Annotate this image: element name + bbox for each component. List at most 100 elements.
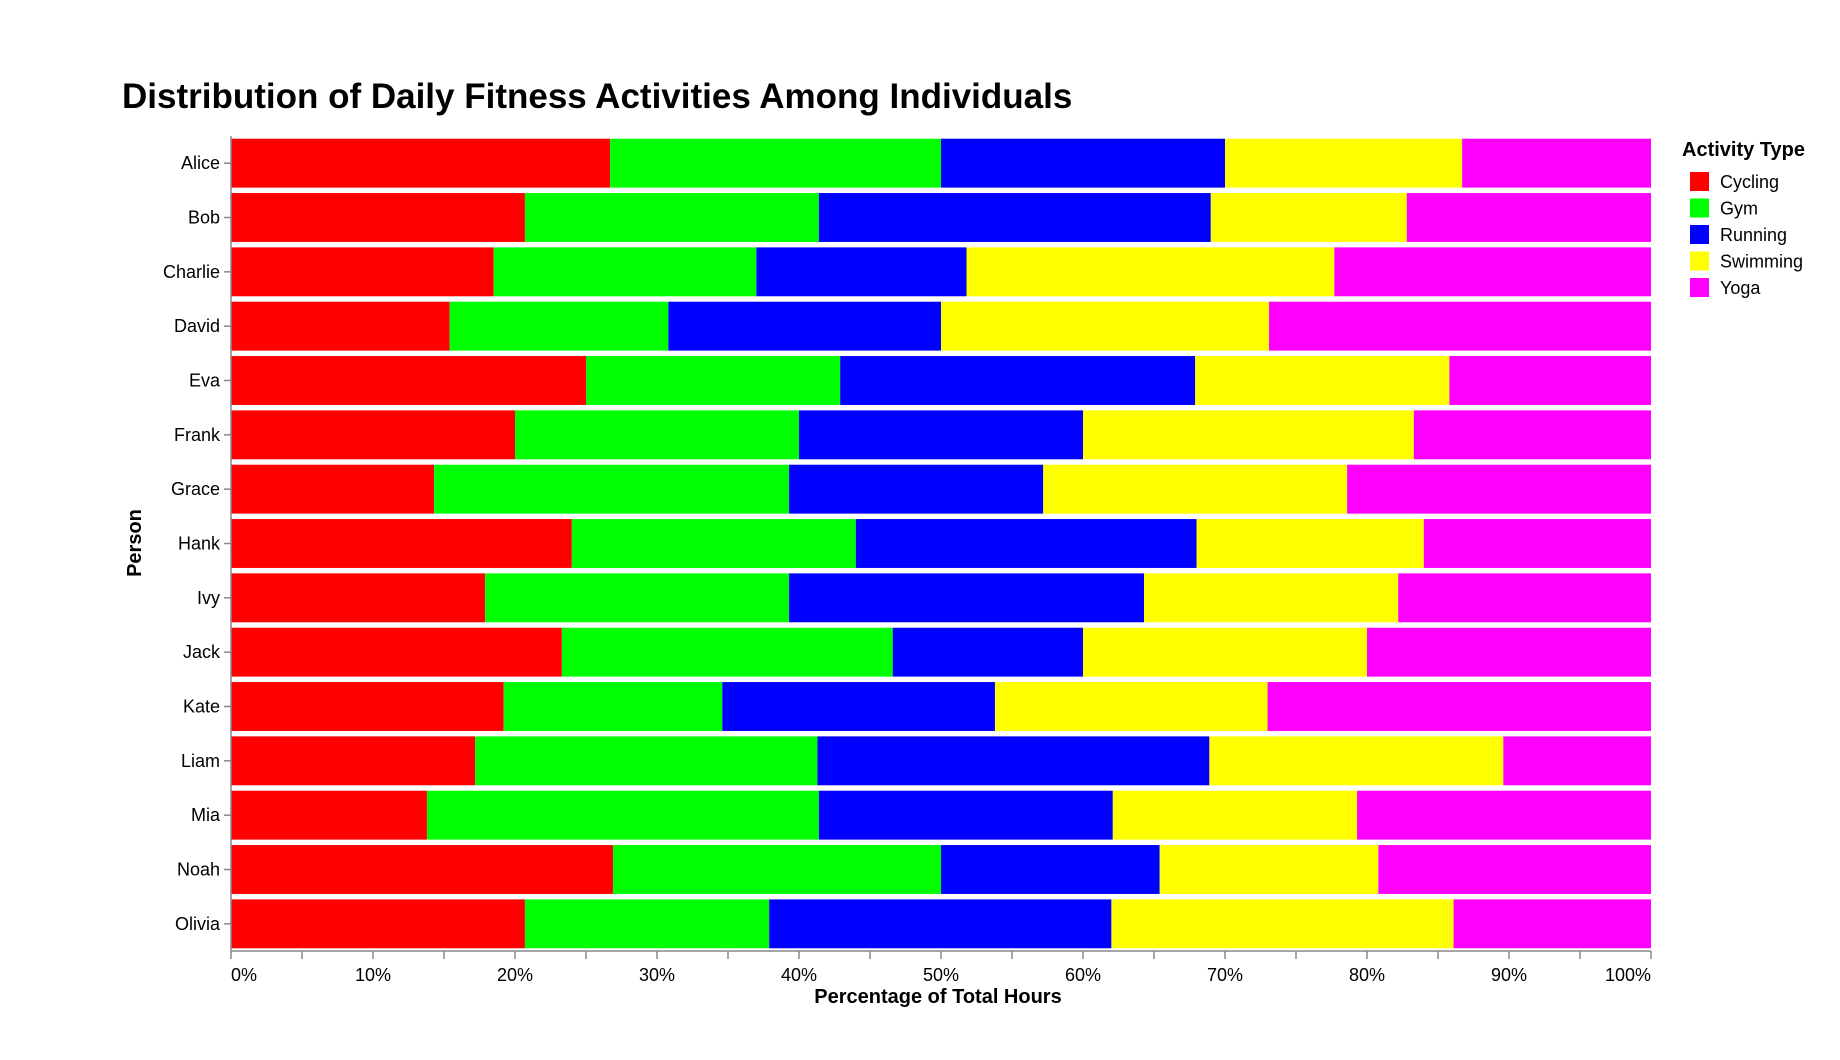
bar-segment-noah-cycling [231, 845, 613, 894]
bar-segment-liam-cycling [231, 736, 476, 786]
bar-segment-kate-running [722, 682, 995, 731]
bar-segment-david-gym [449, 301, 669, 351]
x-axis: 0% 10% 20% 30% 40% 50% 60% 70% 80% 90% 100% [230, 950, 1652, 985]
legend-label-yoga: Yoga [1720, 278, 1761, 298]
bar-segment-mia-swimming [1112, 790, 1358, 840]
bar-segment-frank-cycling [231, 410, 515, 460]
y-tick-label: Bob [188, 208, 220, 228]
bar-segment-david-cycling [231, 301, 450, 351]
bar-segment-grace-running [789, 464, 1044, 514]
bar-segment-mia-running [818, 790, 1113, 840]
bar-segment-noah-swimming [1159, 845, 1379, 894]
bar-segment-jack-swimming [1083, 627, 1367, 677]
bar-segment-ivy-yoga [1398, 573, 1651, 623]
bar-segment-ivy-swimming [1144, 573, 1399, 623]
legend-label-running: Running [1720, 225, 1787, 245]
y-tick-label: David [174, 316, 220, 336]
bar-segment-mia-cycling [231, 790, 427, 840]
bar-segment-hank-swimming [1196, 519, 1424, 568]
bar-segment-jack-running [892, 627, 1083, 677]
bar-segment-hank-running [855, 519, 1197, 568]
bar-segment-mia-yoga [1357, 790, 1651, 840]
x-tick-label: 40% [781, 965, 817, 985]
legend-label-gym: Gym [1720, 199, 1758, 219]
bar-segment-liam-swimming [1209, 736, 1504, 786]
bar-segment-liam-yoga [1503, 736, 1651, 786]
bar-segment-hank-cycling [231, 519, 572, 568]
bar-segment-jack-gym [561, 627, 893, 677]
bar-segment-alice-yoga [1462, 138, 1651, 188]
x-tick-label: 50% [923, 965, 959, 985]
bar-segment-frank-gym [515, 410, 799, 460]
bar-segment-ivy-running [789, 573, 1145, 623]
y-tick-label: Frank [174, 425, 221, 445]
bar-segment-liam-gym [475, 736, 818, 786]
x-tick-label: 60% [1065, 965, 1101, 985]
x-tick-label: 20% [497, 965, 533, 985]
y-tick-label: Liam [181, 751, 220, 771]
bar-segment-kate-gym [503, 682, 723, 731]
y-tick-label: Hank [178, 534, 221, 554]
y-tick-label: Kate [183, 697, 220, 717]
x-tick-label: 0% [231, 965, 257, 985]
x-tick-label: 70% [1207, 965, 1243, 985]
bar-segment-frank-running [799, 410, 1083, 460]
bar-segment-noah-running [941, 845, 1160, 894]
bar-segment-kate-swimming [994, 682, 1268, 731]
y-tick-label: Eva [189, 371, 221, 391]
bar-segment-jack-cycling [231, 627, 562, 677]
bar-segment-charlie-cycling [231, 247, 494, 297]
bar-segment-kate-yoga [1267, 682, 1651, 731]
legend-label-swimming: Swimming [1720, 252, 1803, 272]
y-tick-label: Alice [181, 153, 220, 173]
bar-segment-grace-gym [434, 464, 790, 514]
y-axis-title: Person [124, 509, 146, 577]
bar-segment-eva-swimming [1195, 356, 1450, 405]
bar-segment-kate-cycling [231, 682, 504, 731]
y-tick-label: Mia [191, 805, 221, 825]
bar-segment-olivia-cycling [231, 899, 525, 949]
legend-swatch-swimming [1690, 251, 1709, 271]
bar-segment-grace-yoga [1347, 464, 1651, 514]
bar-segment-liam-running [817, 736, 1210, 786]
x-tick-label: 90% [1491, 965, 1527, 985]
bar-segment-bob-running [818, 193, 1211, 242]
x-axis-title: Percentage of Total Hours [814, 986, 1061, 1008]
bar-segment-grace-cycling [231, 464, 435, 514]
y-tick-label: Olivia [175, 914, 221, 934]
x-tick-label: 80% [1349, 965, 1385, 985]
bar-segment-olivia-gym [524, 899, 770, 949]
bar-segment-olivia-running [769, 899, 1112, 949]
legend-title: Activity Type [1682, 139, 1805, 161]
bar-segment-david-running [668, 301, 941, 351]
bar-segment-noah-yoga [1378, 845, 1651, 894]
bar-segment-charlie-running [756, 247, 967, 297]
x-tick-label: 100% [1605, 965, 1651, 985]
legend-label-cycling: Cycling [1720, 172, 1779, 192]
bar-segment-charlie-gym [493, 247, 757, 297]
bar-segment-ivy-cycling [231, 573, 486, 623]
bar-segment-hank-yoga [1423, 519, 1651, 568]
bar-segment-alice-running [941, 138, 1225, 188]
bar-segment-alice-gym [610, 138, 941, 188]
bar-segment-david-yoga [1269, 301, 1651, 351]
legend-swatch-gym [1690, 198, 1709, 218]
bar-segment-alice-swimming [1225, 138, 1463, 188]
bar-segment-eva-yoga [1449, 356, 1651, 405]
y-tick-label: Charlie [163, 262, 220, 282]
y-axis: Alice Bob Charlie David Eva Frank Grace Hank Ivy… [163, 136, 232, 951]
legend-swatch-yoga [1690, 278, 1709, 297]
bar-segment-frank-swimming [1083, 410, 1414, 460]
bar-segment-charlie-swimming [966, 247, 1335, 297]
bar-segment-olivia-yoga [1453, 899, 1651, 949]
bar-segment-bob-yoga [1406, 193, 1651, 242]
bar-segment-grace-swimming [1043, 464, 1348, 514]
bar-segment-charlie-yoga [1334, 247, 1651, 297]
x-tick-label: 30% [639, 965, 675, 985]
chart-title: Distribution of Daily Fitness Activities… [122, 77, 1072, 116]
bar-segment-mia-gym [426, 790, 819, 840]
bar-segment-alice-cycling [231, 138, 611, 188]
legend: Activity Type Cycling Gym Running Swimming Y… [1682, 139, 1805, 298]
bar-segment-bob-gym [524, 193, 819, 242]
